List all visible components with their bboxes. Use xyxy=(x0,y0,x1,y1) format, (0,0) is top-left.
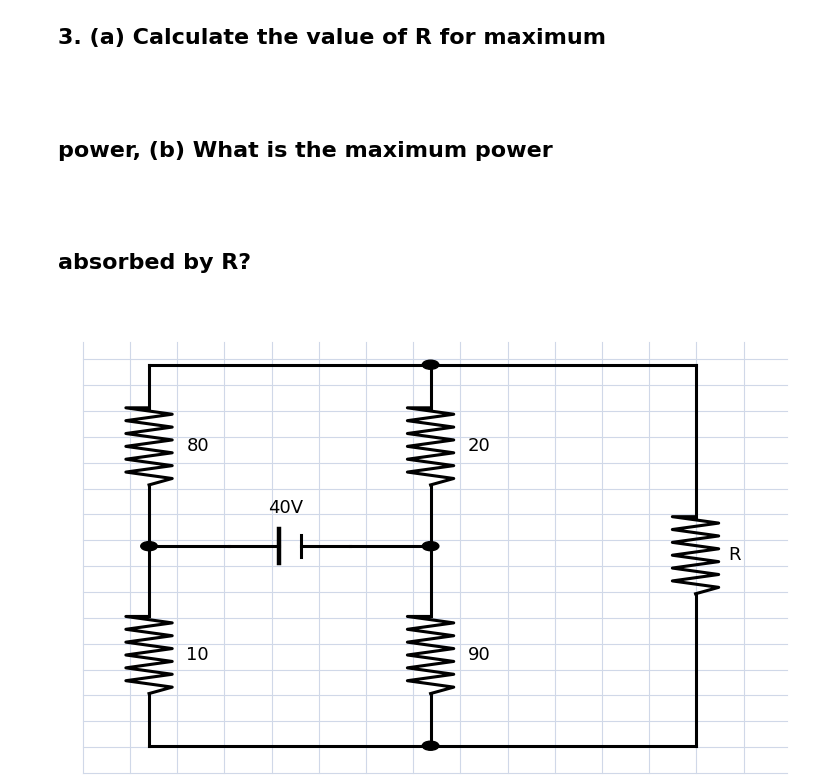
Text: 40V: 40V xyxy=(268,499,303,517)
Text: 3. (a) Calculate the value of R for maximum: 3. (a) Calculate the value of R for maxi… xyxy=(58,28,605,48)
Text: absorbed by R?: absorbed by R? xyxy=(58,253,251,274)
Text: 80: 80 xyxy=(186,437,208,455)
Circle shape xyxy=(422,542,438,551)
Circle shape xyxy=(141,542,157,551)
Text: power, (b) What is the maximum power: power, (b) What is the maximum power xyxy=(58,141,552,161)
Text: R: R xyxy=(728,546,740,565)
Text: 90: 90 xyxy=(467,646,490,664)
Text: 20: 20 xyxy=(467,437,490,455)
Circle shape xyxy=(422,741,438,750)
Text: 10: 10 xyxy=(186,646,208,664)
Circle shape xyxy=(422,361,438,369)
